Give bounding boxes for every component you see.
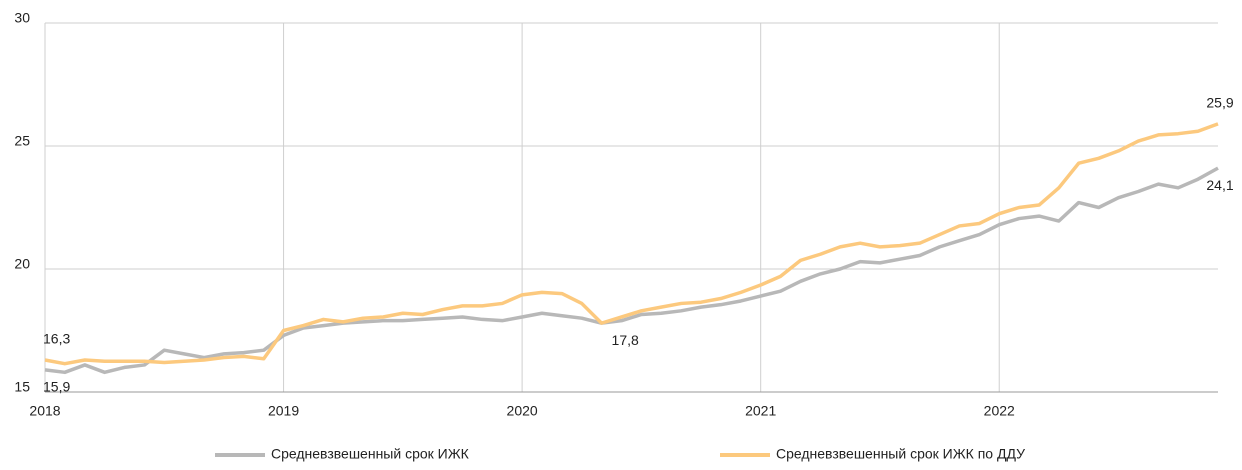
x-tick-label: 2022 bbox=[984, 403, 1015, 419]
data-label: 17,8 bbox=[612, 332, 639, 348]
data-label: 16,3 bbox=[43, 331, 70, 347]
x-tick-label: 2020 bbox=[507, 403, 538, 419]
series-line bbox=[44, 122, 1219, 366]
data-label: 15,9 bbox=[43, 379, 70, 395]
series-line bbox=[44, 166, 1219, 375]
y-tick-label: 15 bbox=[14, 379, 30, 395]
legend-label: Средневзвешенный срок ИЖК bbox=[271, 446, 470, 462]
y-tick-label: 25 bbox=[14, 133, 30, 149]
data-label: 25,9 bbox=[1206, 95, 1233, 111]
x-tick-label: 2018 bbox=[29, 403, 60, 419]
y-tick-label: 30 bbox=[14, 10, 30, 26]
y-tick-label: 20 bbox=[14, 256, 30, 272]
x-tick-label: 2019 bbox=[268, 403, 299, 419]
legend-label: Средневзвешенный срок ИЖК по ДДУ bbox=[776, 446, 1025, 462]
data-label: 24,1 bbox=[1206, 177, 1233, 193]
x-tick-label: 2021 bbox=[745, 403, 776, 419]
